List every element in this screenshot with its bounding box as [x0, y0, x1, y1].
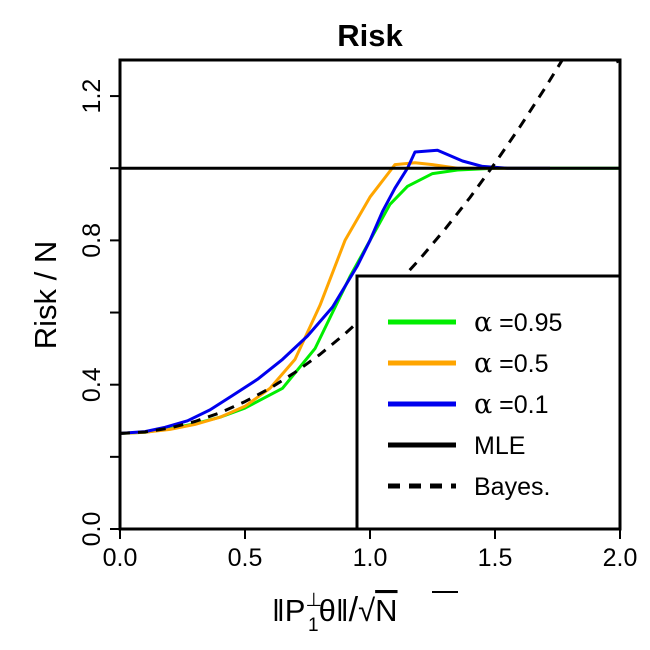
y-tick-label: 0.8	[78, 223, 106, 258]
x-tick-label: 2.0	[603, 544, 638, 572]
y-axis-title: Risk / N	[28, 241, 63, 350]
x-title-slash: /	[349, 591, 359, 629]
x-title-perp: ⊥	[305, 590, 322, 611]
legend: α =0.95 α =0.5 α =0.1 MLE Bayes.	[355, 274, 622, 531]
x-tick-label: 0.0	[103, 544, 138, 572]
x-tick-label: 1.0	[353, 544, 388, 572]
x-title-theta-close: θ‖	[319, 593, 349, 628]
legend-label-mle: MLE	[474, 432, 525, 460]
plot-series-group	[120, 60, 620, 435]
y-tick-label: 0.4	[78, 367, 106, 402]
x-title-sub: 1	[308, 615, 319, 636]
series-line-a05	[120, 161, 550, 435]
legend-label-bayes: Bayes.	[474, 473, 550, 501]
y-tick-label: 0.0	[78, 512, 106, 547]
y-tick-label: 1.2	[78, 79, 106, 114]
legend-label-a05: α =0.5	[474, 348, 549, 379]
x-title-norm-open: ‖P	[272, 593, 305, 628]
x-axis: 0.0 0.5 1.0 1.5 2.0	[103, 529, 638, 572]
x-axis-title: ‖P⊥ 1θ‖/√N	[272, 590, 458, 636]
x-title-sqrt: √	[358, 593, 375, 628]
legend-label-a01: α =0.1	[474, 389, 549, 420]
x-title-n: N	[375, 593, 397, 628]
x-tick-label: 0.5	[228, 544, 263, 572]
y-axis: 0.0 0.4 0.8 1.2	[78, 79, 120, 547]
chart-title: Risk	[337, 18, 403, 53]
x-tick-label: 1.5	[478, 544, 513, 572]
svg-text:‖P⊥1θ‖/√N: ‖P⊥ 1θ‖/√N	[272, 590, 398, 636]
series-line-a01	[120, 148, 550, 435]
legend-label-a095: α =0.95	[474, 307, 562, 338]
